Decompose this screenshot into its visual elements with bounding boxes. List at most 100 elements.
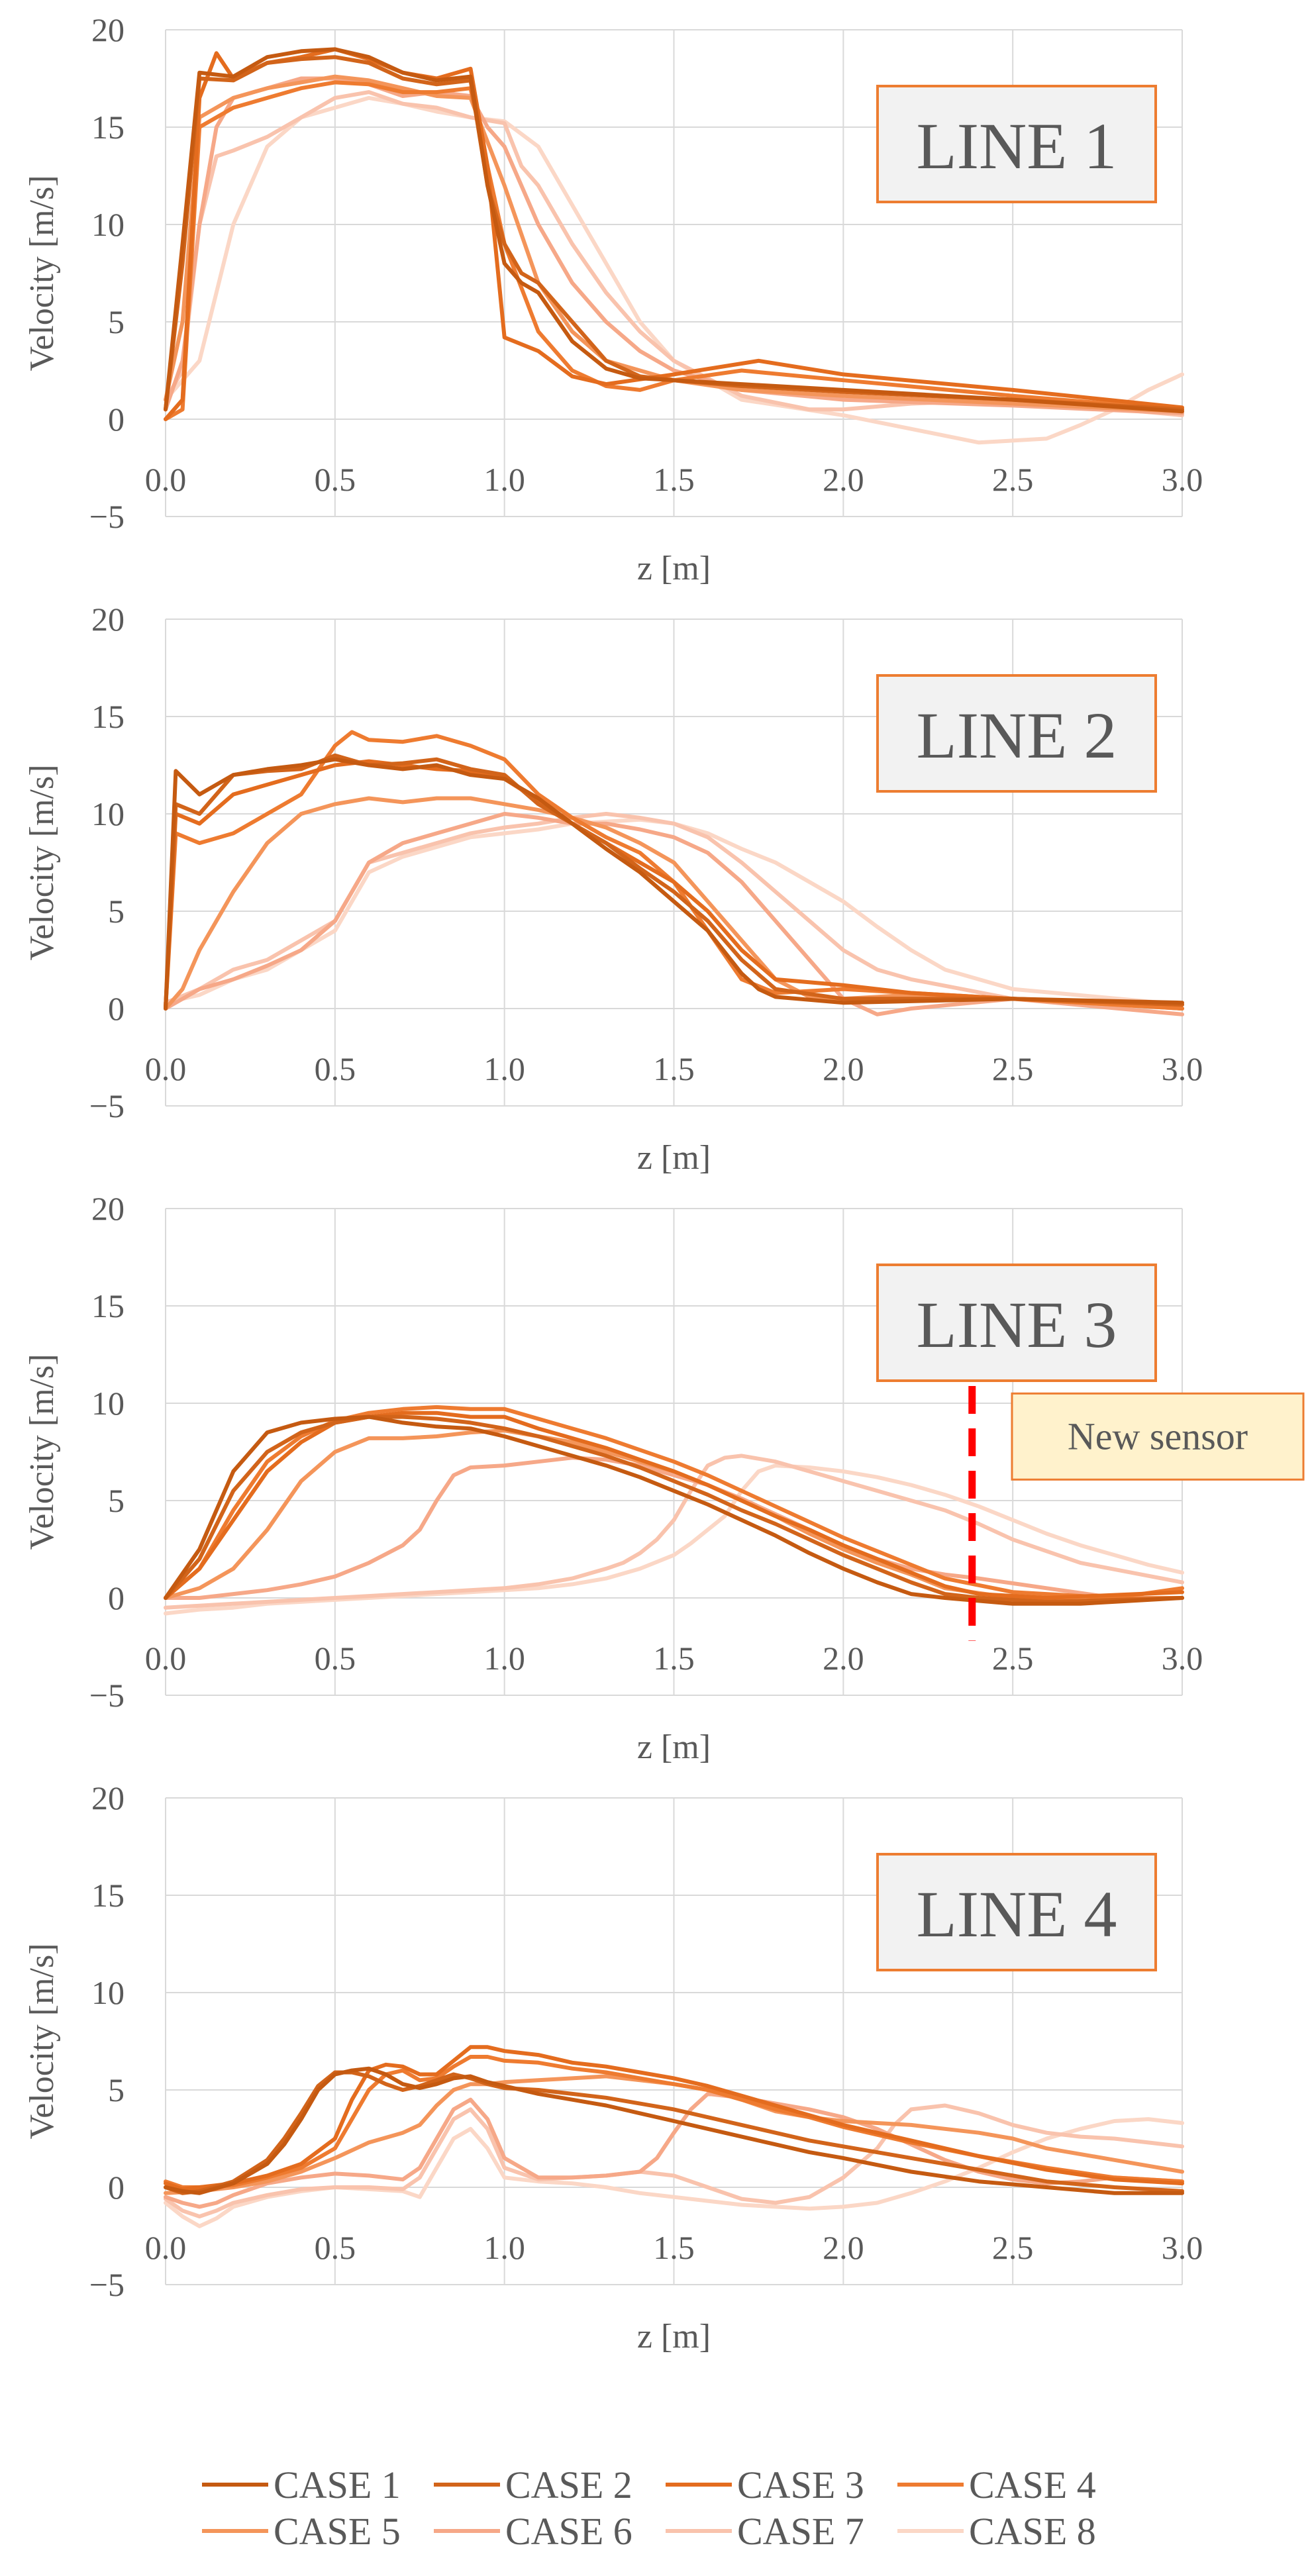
y-tick-label: 0: [108, 1579, 125, 1616]
y-tick-label: 5: [108, 2071, 125, 2108]
series-line-case-5: [164, 2074, 1184, 2195]
legend-item-case-1: CASE 1: [202, 2463, 401, 2506]
legend: CASE 1 CASE 2 CASE 3 CASE 4 CASE 5 CASE 6 CASE…: [202, 2463, 1096, 2553]
y-tick-label: 15: [91, 1877, 125, 1914]
series-line-case-1: [164, 757, 1184, 1011]
series-line-case-1: [164, 1414, 1184, 1606]
y-tick-label: 10: [91, 1385, 125, 1422]
sensor-annotation: New sensor: [1068, 1414, 1248, 1458]
y-tick-label: 20: [91, 1190, 125, 1227]
x-tick-label: 2.5: [992, 461, 1034, 498]
x-tick-label: 1.0: [483, 461, 525, 498]
y-tick-label: 0: [108, 2169, 125, 2206]
y-tick-label: 0: [108, 401, 125, 438]
x-tick-label: 2.0: [823, 461, 864, 498]
y-tick-label: 10: [91, 206, 125, 243]
x-tick-label: 2.0: [823, 2229, 864, 2266]
x-tick-label: 2.0: [823, 1640, 864, 1677]
x-tick-label: 1.0: [483, 1050, 525, 1087]
x-tick-label: 0.5: [315, 461, 356, 498]
panel-label-box: [876, 1853, 1157, 1971]
x-tick-label: 0.0: [145, 1640, 187, 1677]
panel-label-box: [876, 1263, 1157, 1382]
legend-item-case-4: CASE 4: [897, 2463, 1096, 2506]
y-tick-label: −5: [89, 1677, 125, 1714]
x-tick-label: 0.0: [145, 1050, 187, 1087]
series-line-case-4: [164, 730, 1184, 1011]
x-tick-label: 1.0: [483, 2229, 525, 2266]
series-line-case-3: [164, 47, 1184, 421]
x-axis-title: z [m]: [637, 1139, 711, 1177]
y-tick-label: 5: [108, 1482, 125, 1519]
panel-label: LINE 2: [917, 699, 1117, 772]
legend-label: CASE 5: [274, 2510, 401, 2553]
chart-panel-4: −5 0 5 10 15 20 0.0 0.5 1.0 1.5 2.0 2.5 3.0 z [m] Velo…: [23, 1779, 1203, 2355]
y-tick-label: 20: [91, 601, 125, 638]
y-tick-label: −5: [89, 1087, 125, 1124]
y-tick-label: 15: [91, 1287, 125, 1324]
y-axis-title: Velocity [m/s]: [23, 175, 61, 371]
legend-item-case-6: CASE 6: [434, 2510, 632, 2553]
legend-label: CASE 3: [737, 2463, 864, 2506]
series-line-case-5: [164, 74, 1184, 414]
legend-item-case-8: CASE 8: [897, 2510, 1096, 2553]
legend-item-case-3: CASE 3: [666, 2463, 864, 2506]
panel-label-box: [876, 674, 1157, 793]
y-axis-title: Velocity [m/s]: [23, 1943, 61, 2139]
series-line-case-5: [164, 796, 1184, 1011]
x-tick-label: 1.5: [653, 2229, 695, 2266]
series-line-case-5: [164, 1428, 1184, 1600]
y-tick-label: 5: [108, 303, 125, 340]
panel-label: LINE 4: [917, 1877, 1117, 1951]
x-tick-label: 3.0: [1162, 1050, 1203, 1087]
x-axis-title: z [m]: [637, 2318, 711, 2355]
x-tick-label: 0.0: [145, 2229, 187, 2266]
chart-panel-1: −5 0 5 10 15 20 0.0 0.5 1.0 1.5 2.0 2.5 3.0 z [m] Velo…: [23, 11, 1203, 587]
series-line-case-2: [164, 1414, 1184, 1604]
x-axis-title: z [m]: [637, 1728, 711, 1766]
panel-label: LINE 3: [917, 1288, 1117, 1362]
y-tick-label: −5: [89, 2266, 125, 2303]
x-tick-label: 0.5: [315, 2229, 356, 2266]
series-line-case-6: [164, 812, 1184, 1016]
x-tick-label: 0.5: [315, 1640, 356, 1677]
panel-label: LINE 1: [917, 109, 1117, 183]
x-axis-title: z [m]: [637, 550, 711, 587]
legend-label: CASE 7: [737, 2510, 864, 2553]
x-tick-label: 3.0: [1162, 2229, 1203, 2266]
legend-item-case-7: CASE 7: [666, 2510, 864, 2553]
legend-item-case-2: CASE 2: [434, 2463, 632, 2506]
y-tick-label: 10: [91, 1974, 125, 2011]
y-axis-title: Velocity [m/s]: [23, 1354, 61, 1550]
y-tick-label: 15: [91, 109, 125, 146]
x-tick-label: 1.0: [483, 1640, 525, 1677]
legend-item-case-5: CASE 5: [202, 2510, 401, 2553]
y-tick-label: −5: [89, 498, 125, 535]
y-tick-label: 5: [108, 893, 125, 930]
x-tick-label: 2.5: [992, 2229, 1034, 2266]
series-line-case-1: [164, 2066, 1184, 2195]
y-tick-label: 20: [91, 1779, 125, 1816]
series-line-case-1: [164, 47, 1184, 414]
series-line-case-3: [164, 2045, 1184, 2191]
x-tick-label: 1.5: [653, 1050, 695, 1087]
chart-panel-3: −5 0 5 10 15 20 0.0 0.5 1.0 1.5 2.0 2.5 3.0 z [m] Velo…: [23, 1190, 1305, 1766]
y-tick-label: 20: [91, 11, 125, 48]
sensor-annotation-box: [1011, 1392, 1305, 1481]
series-line-case-7: [164, 1454, 1184, 1610]
x-tick-label: 0.5: [315, 1050, 356, 1087]
legend-label: CASE 2: [505, 2463, 632, 2506]
y-tick-label: 15: [91, 698, 125, 735]
y-tick-label: 0: [108, 990, 125, 1027]
x-tick-label: 1.5: [653, 1640, 695, 1677]
series-line-case-3: [164, 1411, 1184, 1600]
panel-label-box: [876, 85, 1157, 203]
legend-label: CASE 8: [969, 2510, 1096, 2553]
x-tick-label: 2.5: [992, 1050, 1034, 1087]
x-tick-label: 3.0: [1162, 461, 1203, 498]
y-tick-label: 10: [91, 795, 125, 832]
x-tick-label: 0.0: [145, 461, 187, 498]
x-tick-label: 1.5: [653, 461, 695, 498]
x-tick-label: 2.5: [992, 1640, 1034, 1677]
legend-label: CASE 1: [274, 2463, 401, 2506]
